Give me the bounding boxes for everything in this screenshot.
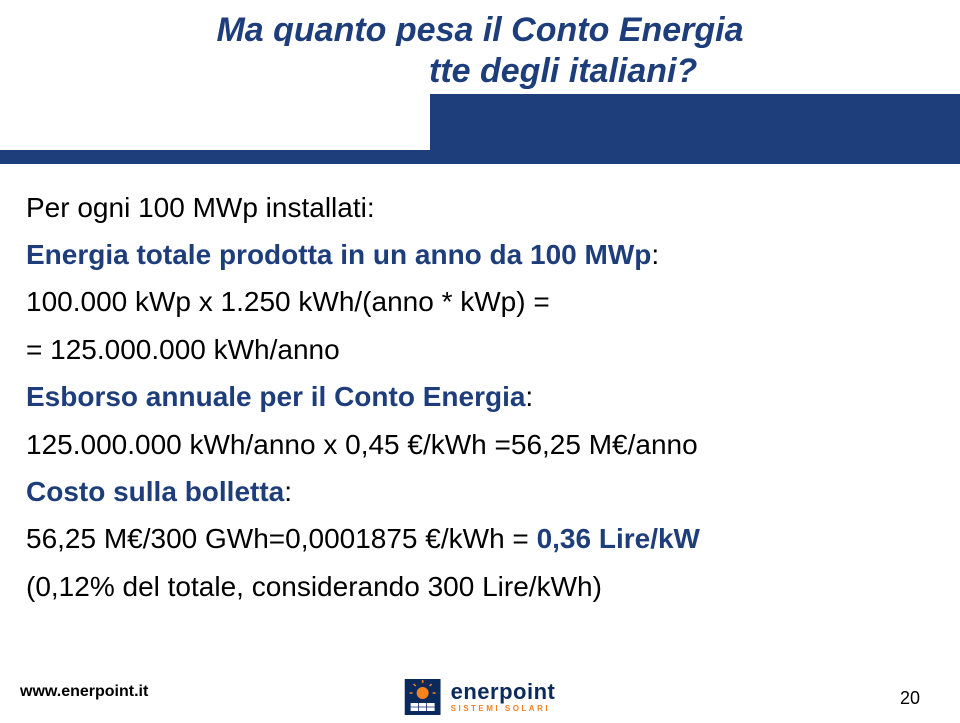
calc-1a: 100.000 kWp x 1.250 kWh/(anno * kWp) = bbox=[26, 280, 934, 323]
page-number: 20 bbox=[900, 688, 920, 709]
slide-body: Per ogni 100 MWp installati: Energia tot… bbox=[0, 164, 960, 609]
calc-3: 56,25 M€/300 GWh=0,0001875 €/kWh = 0,36 … bbox=[26, 517, 934, 560]
slide-footer: www.enerpoint.it enerpoi bbox=[0, 669, 960, 715]
subhead-3-text: Costo sulla bolletta bbox=[26, 476, 284, 507]
logo-icon bbox=[405, 679, 441, 715]
note-line: (0,12% del totale, considerando 300 Lire… bbox=[26, 565, 934, 608]
subhead-1-text: Energia totale prodotta in un anno da 10… bbox=[26, 239, 651, 270]
brand-name: enerpoint bbox=[451, 681, 556, 703]
subhead-2: Esborso annuale per il Conto Energia: bbox=[26, 375, 934, 418]
calc-1b: = 125.000.000 kWh/anno bbox=[26, 328, 934, 371]
footer-logo: enerpoint SISTEMI SOLARI bbox=[405, 679, 556, 715]
band-cutout bbox=[0, 46, 430, 150]
lead-line: Per ogni 100 MWp installati: bbox=[26, 186, 934, 229]
subhead-2-text: Esborso annuale per il Conto Energia bbox=[26, 381, 525, 412]
calc-2: 125.000.000 kWh/anno x 0,45 €/kWh =56,25… bbox=[26, 423, 934, 466]
calc-3-pre: 56,25 M€/300 GWh=0,0001875 €/kWh = bbox=[26, 523, 537, 554]
footer-url: www.enerpoint.it bbox=[20, 683, 148, 701]
subhead-1: Energia totale prodotta in un anno da 10… bbox=[26, 233, 934, 276]
calc-3-bold: 0,36 Lire/kW bbox=[537, 523, 700, 554]
logo-text: enerpoint SISTEMI SOLARI bbox=[451, 681, 556, 713]
brand-tagline: SISTEMI SOLARI bbox=[451, 705, 556, 713]
header-band bbox=[0, 94, 960, 164]
subhead-3: Costo sulla bolletta: bbox=[26, 470, 934, 513]
